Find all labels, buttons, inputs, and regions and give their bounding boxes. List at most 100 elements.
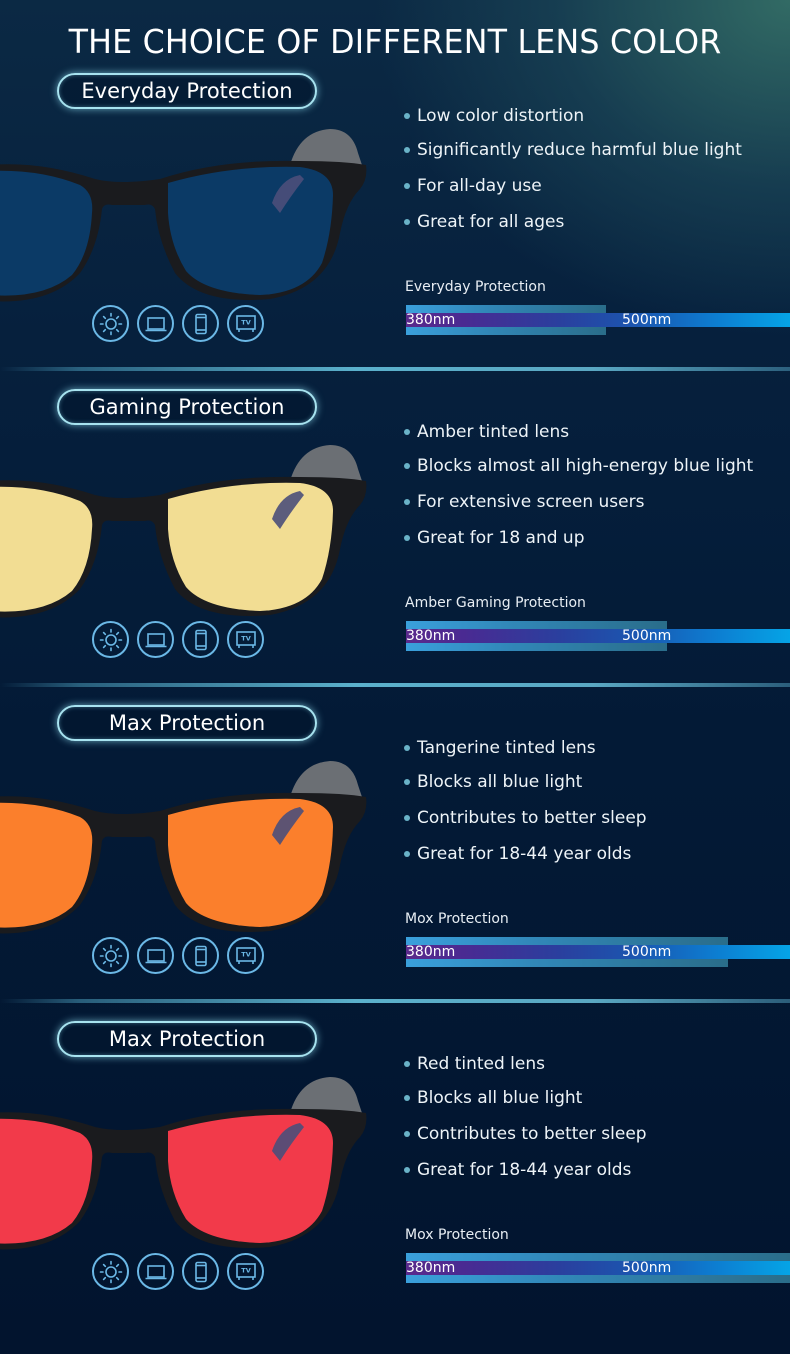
bullet-dot-icon [404,744,410,751]
spectrum-band [406,629,790,643]
bullet-dot-icon [404,1060,410,1067]
spectrum-start-label: 380nm [406,312,456,328]
sun-icon [92,305,129,342]
spectrum-band [406,313,790,327]
feature-item: Tangerine tinted lens [404,731,647,764]
lens-type-label: Gaming Protection [89,395,285,419]
phone-icon [182,305,219,342]
svg-text:TV: TV [241,634,250,642]
laptop-icon [137,305,174,342]
page-title: THE CHOICE OF DIFFERENT LENS COLOR [68,22,722,61]
bullet-dot-icon [404,183,410,189]
phone-icon [182,937,219,974]
bullet-dot-icon [404,147,410,153]
bullet-dot-icon [404,499,410,505]
phone-icon [182,621,219,658]
usage-icons: TV [92,1253,264,1290]
svg-text:TV: TV [241,318,250,326]
feature-item: Great for 18 and up [404,520,753,556]
usage-icons: TV [92,937,264,974]
feature-list: Low color distortion Significantly reduc… [404,99,742,240]
feature-item: Great for all ages [404,204,742,240]
glasses-image [0,445,367,618]
spectrum-label: Amber Gaming Protection [405,595,586,611]
spectrum-start-label: 380nm [406,1260,456,1276]
feature-item: Contributes to better sleep [404,800,647,836]
spectrum-start-label: 380nm [406,944,456,960]
feature-item: Blocks all blue light [404,1080,647,1116]
usage-icons: TV [92,621,264,658]
section-divider [0,999,790,1003]
feature-list: Amber tinted lens Blocks almost all high… [404,415,753,556]
laptop-icon [137,1253,174,1290]
bullet-dot-icon [404,779,410,785]
spectrum-band [406,945,790,959]
phone-icon [182,1253,219,1290]
lens-section: Everyday Protection [0,73,790,389]
spectrum-bar: 380nm 500nm [406,1253,790,1283]
spectrum-end-label: 500nm [622,1260,672,1276]
spectrum-bar: 380nm 500nm [406,937,790,967]
svg-text:TV: TV [241,950,250,958]
lens-type-label: Max Protection [108,1027,266,1051]
feature-item: Great for 18-44 year olds [404,1152,647,1188]
laptop-icon [137,937,174,974]
feature-item: For all-day use [404,168,742,204]
feature-item: Blocks almost all high-energy blue light [404,448,753,484]
bullet-dot-icon [404,535,410,541]
section-divider [0,367,790,371]
section-divider [0,683,790,687]
glasses-image [0,129,367,302]
feature-item: Low color distortion [404,99,742,132]
lens-type-label: Everyday Protection [81,79,293,103]
bullet-dot-icon [404,851,410,857]
spectrum-bar: 380nm 500nm [406,621,790,651]
bullet-dot-icon [404,463,410,469]
glasses-image [0,1077,367,1250]
spectrum-end-label: 500nm [622,628,672,644]
feature-item: Contributes to better sleep [404,1116,647,1152]
feature-item: For extensive screen users [404,484,753,520]
sun-icon [92,1253,129,1290]
bullet-dot-icon [404,815,410,821]
bullet-dot-icon [404,1095,410,1101]
feature-item: Amber tinted lens [404,415,753,448]
spectrum-end-label: 500nm [622,944,672,960]
spectrum-band [406,1261,790,1275]
glasses-image [0,761,367,934]
spectrum-label: Everyday Protection [405,279,546,295]
spectrum-label: Mox Protection [405,911,509,927]
spectrum-start-label: 380nm [406,628,456,644]
laptop-icon [137,621,174,658]
lens-type-pill: Max Protection [57,705,317,741]
feature-list: Red tinted lens Blocks all blue light Co… [404,1047,647,1188]
lens-section: Max Protection [0,1021,790,1337]
bullet-dot-icon [404,112,410,119]
spectrum-label: Mox Protection [405,1227,509,1243]
lens-type-pill: Everyday Protection [57,73,317,109]
tv-icon: TV [227,621,264,658]
bullet-dot-icon [404,1131,410,1137]
lens-type-pill: Gaming Protection [57,389,317,425]
lens-type-label: Max Protection [108,711,266,735]
spectrum-bar: 380nm 500nm [406,305,790,335]
sun-icon [92,937,129,974]
sun-icon [92,621,129,658]
lens-section: Max Protection [0,705,790,1021]
svg-text:TV: TV [241,1266,250,1274]
feature-item: Red tinted lens [404,1047,647,1080]
bullet-dot-icon [404,428,410,435]
tv-icon: TV [227,305,264,342]
feature-list: Tangerine tinted lens Blocks all blue li… [404,731,647,872]
lens-section: Gaming Protection [0,389,790,705]
feature-item: Significantly reduce harmful blue light [404,132,742,168]
feature-item: Blocks all blue light [404,764,647,800]
bullet-dot-icon [404,219,410,225]
bullet-dot-icon [404,1167,410,1173]
tv-icon: TV [227,1253,264,1290]
spectrum-end-label: 500nm [622,312,672,328]
lens-type-pill: Max Protection [57,1021,317,1057]
tv-icon: TV [227,937,264,974]
usage-icons: TV [92,305,264,342]
feature-item: Great for 18-44 year olds [404,836,647,872]
